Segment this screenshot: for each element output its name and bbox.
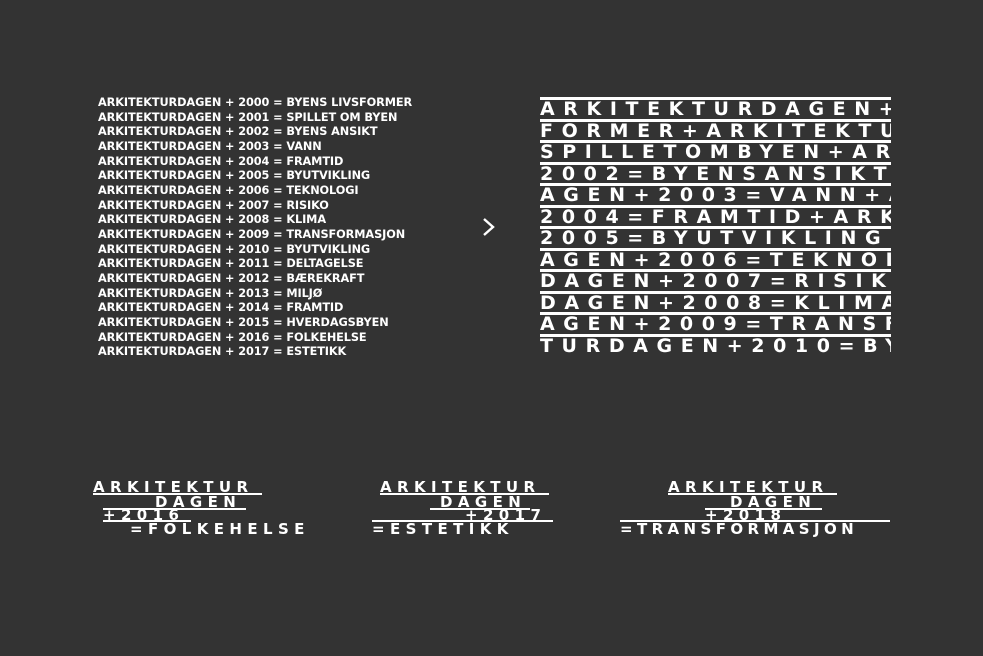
grid-row: TURDAGEN+2010=BY bbox=[540, 333, 891, 355]
logo-year: +2016 bbox=[103, 506, 185, 524]
divider bbox=[668, 493, 837, 495]
logo-year: +2017 bbox=[465, 506, 547, 524]
logo-line2: DAGEN bbox=[155, 493, 242, 511]
divider bbox=[103, 520, 191, 522]
list-item: ARKITEKTURDAGEN + 2013 = MILJØ bbox=[98, 286, 323, 300]
list-item: ARKITEKTURDAGEN + 2003 = VANN bbox=[98, 139, 322, 153]
logo-line1: ARKITEKTUR bbox=[93, 478, 254, 496]
list-item: ARKITEKTURDAGEN + 2017 = ESTETIKK bbox=[98, 345, 347, 359]
logo-line2: DAGEN bbox=[440, 493, 527, 511]
list-item: ARKITEKTURDAGEN + 2014 = FRAMTID bbox=[98, 301, 344, 315]
logo-year: +2018 bbox=[705, 506, 787, 524]
grid-row: AGEN+2003=VANN+A bbox=[540, 183, 891, 205]
list-item: ARKITEKTURDAGEN + 2008 = KLIMA bbox=[98, 213, 326, 227]
list-item: ARKITEKTURDAGEN + 2009 = TRANSFORMASJON bbox=[98, 227, 406, 241]
logo-line1: ARKITEKTUR bbox=[668, 478, 829, 496]
divider bbox=[103, 508, 246, 510]
grid-row: 2002=BYENSANSIKT+ bbox=[540, 161, 891, 183]
list-item: ARKITEKTURDAGEN + 2005 = BYUTVIKLING bbox=[98, 169, 371, 183]
list-item: ARKITEKTURDAGEN + 2004 = FRAMTID bbox=[98, 154, 344, 168]
list-item: ARKITEKTURDAGEN + 2016 = FOLKEHELSE bbox=[98, 330, 367, 344]
list-item: ARKITEKTURDAGEN + 2002 = BYENS ANSIKT bbox=[98, 125, 378, 139]
grid-row: DAGEN+2008=KLIMA bbox=[540, 290, 891, 312]
logo-theme: =ESTETIKK bbox=[372, 520, 514, 538]
divider bbox=[372, 520, 553, 522]
logo-line1: ARKITEKTUR bbox=[380, 478, 541, 496]
list-item: ARKITEKTURDAGEN + 2001 = SPILLET OM BYEN bbox=[98, 110, 398, 124]
grid-row: AGEN+2006=TEKNOL bbox=[540, 247, 891, 269]
typographic-grid: ARKITEKTURDAGEN+A FORMER+ARKITEKTUR SPIL… bbox=[540, 97, 891, 355]
grid-row: 2004=FRAMTID+ARKI bbox=[540, 204, 891, 226]
list-item: ARKITEKTURDAGEN + 2006 = TEKNOLOGI bbox=[98, 183, 359, 197]
divider bbox=[430, 508, 530, 510]
list-item: ARKITEKTURDAGEN + 2007 = RISIKO bbox=[98, 198, 329, 212]
list-item: ARKITEKTURDAGEN + 2011 = DELTAGELSE bbox=[98, 257, 364, 271]
logo-line2: DAGEN bbox=[730, 493, 817, 511]
grid-row: ARKITEKTURDAGEN+A bbox=[540, 97, 891, 119]
divider bbox=[705, 508, 822, 510]
grid-row: AGEN+2009=TRANSF bbox=[540, 312, 891, 334]
grid-row: FORMER+ARKITEKTUR bbox=[540, 118, 891, 140]
list-item: ARKITEKTURDAGEN + 2000 = BYENS LIVSFORME… bbox=[98, 96, 413, 109]
grid-row: SPILLETOMBYEN+ARK bbox=[540, 140, 891, 162]
divider bbox=[93, 493, 262, 495]
list-item: ARKITEKTURDAGEN + 2010 = BYUTVIKLING bbox=[98, 242, 371, 256]
divider bbox=[620, 520, 890, 522]
logo-theme: =FOLKEHELSE bbox=[130, 520, 310, 538]
divider bbox=[380, 493, 549, 495]
list-item: ARKITEKTURDAGEN + 2012 = BÆREKRAFT bbox=[98, 271, 365, 285]
list-item: ARKITEKTURDAGEN + 2015 = HVERDAGSBYEN bbox=[98, 315, 389, 329]
grid-row: 2005=BYUTVIKLING+ bbox=[540, 226, 891, 248]
grid-row: DAGEN+2007=RISIKO bbox=[540, 269, 891, 291]
chevron-right-icon bbox=[483, 218, 495, 236]
logo-theme: =TRANSFORMASJON bbox=[620, 520, 859, 538]
theme-list: ARKITEKTURDAGEN + 2000 = BYENS LIVSFORME… bbox=[98, 96, 412, 360]
